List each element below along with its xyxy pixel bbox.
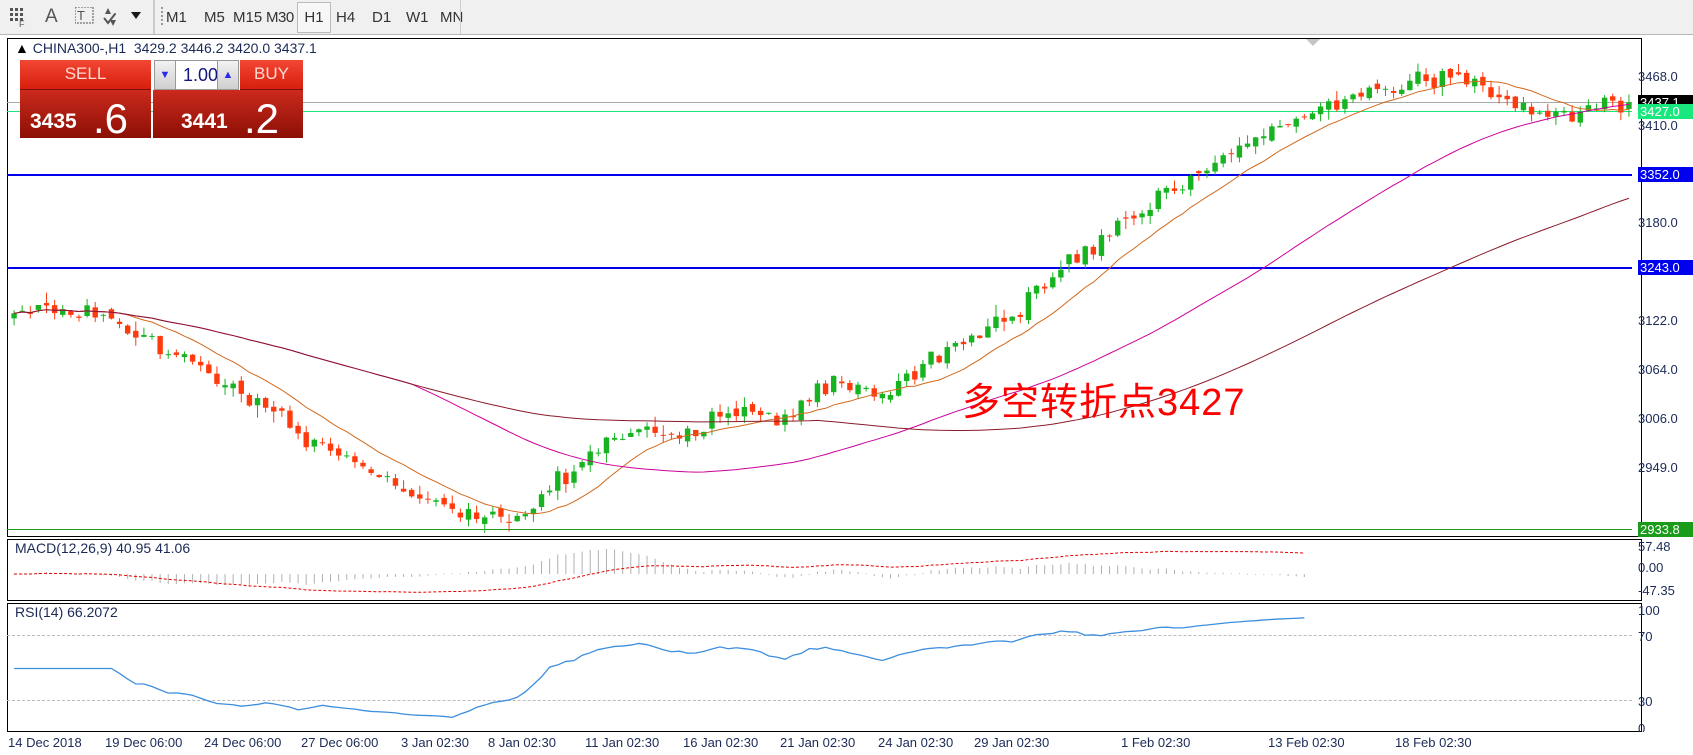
svg-text:T: T [77, 8, 85, 23]
svg-text:F: F [19, 19, 25, 27]
